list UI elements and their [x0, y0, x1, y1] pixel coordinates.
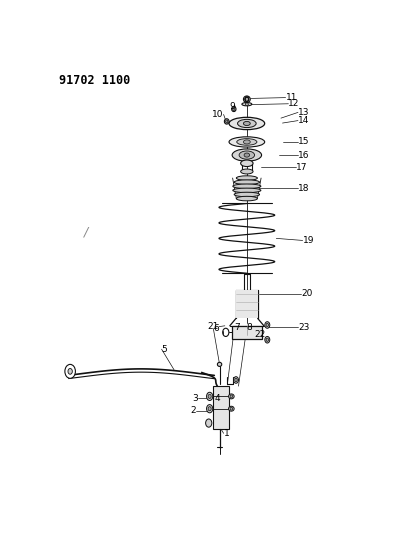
Ellipse shape [233, 184, 261, 189]
Ellipse shape [237, 139, 257, 145]
Bar [232, 326, 262, 339]
Text: 7: 7 [234, 323, 240, 332]
Text: /: / [84, 226, 88, 239]
Text: 3: 3 [192, 394, 198, 403]
Ellipse shape [244, 140, 250, 144]
Text: 21: 21 [208, 322, 219, 331]
Ellipse shape [226, 120, 228, 123]
Circle shape [208, 407, 211, 411]
Text: 9: 9 [230, 102, 235, 111]
Text: 15: 15 [298, 138, 310, 147]
Circle shape [223, 328, 229, 336]
Ellipse shape [229, 117, 265, 130]
Bar [236, 290, 258, 318]
Text: 19: 19 [303, 236, 314, 245]
Ellipse shape [245, 97, 249, 101]
Text: 11: 11 [286, 93, 297, 102]
Text: 10: 10 [212, 110, 224, 119]
Ellipse shape [234, 180, 260, 184]
Text: 16: 16 [298, 150, 310, 159]
Ellipse shape [234, 192, 260, 197]
Ellipse shape [228, 406, 234, 411]
Circle shape [266, 338, 268, 342]
Circle shape [235, 378, 237, 382]
Text: 14: 14 [298, 116, 309, 125]
Text: 23: 23 [298, 323, 309, 332]
Text: 22: 22 [255, 330, 266, 340]
Ellipse shape [236, 176, 257, 180]
Circle shape [265, 336, 270, 343]
Ellipse shape [233, 108, 235, 110]
Ellipse shape [232, 149, 262, 161]
Ellipse shape [239, 151, 255, 159]
Text: 6: 6 [213, 324, 219, 333]
Text: 8: 8 [247, 323, 253, 332]
Circle shape [68, 368, 72, 374]
Ellipse shape [242, 102, 252, 106]
Bar [213, 386, 229, 429]
Ellipse shape [218, 362, 222, 366]
Text: 13: 13 [298, 108, 310, 117]
Ellipse shape [233, 188, 261, 192]
Ellipse shape [236, 196, 257, 201]
Text: 18: 18 [298, 184, 310, 193]
Circle shape [265, 322, 270, 328]
Ellipse shape [245, 103, 248, 106]
Text: 5: 5 [162, 345, 167, 354]
Circle shape [266, 324, 268, 327]
Ellipse shape [224, 119, 229, 124]
Text: 12: 12 [288, 99, 300, 108]
Text: 4: 4 [214, 394, 220, 403]
Ellipse shape [229, 137, 265, 147]
Text: 20: 20 [301, 289, 312, 298]
Ellipse shape [230, 395, 232, 398]
Ellipse shape [244, 153, 250, 157]
Ellipse shape [241, 169, 253, 174]
Text: 91702 1100: 91702 1100 [59, 74, 130, 87]
Circle shape [208, 394, 211, 399]
Ellipse shape [232, 107, 236, 111]
Text: 2: 2 [190, 406, 196, 415]
Ellipse shape [230, 407, 232, 410]
Ellipse shape [228, 394, 234, 399]
Circle shape [65, 365, 76, 378]
Circle shape [234, 377, 238, 383]
Ellipse shape [244, 122, 250, 126]
Text: 17: 17 [296, 163, 307, 172]
Circle shape [206, 392, 213, 400]
Ellipse shape [238, 119, 256, 127]
Circle shape [206, 405, 213, 413]
Text: 1: 1 [224, 429, 229, 438]
Ellipse shape [244, 96, 250, 102]
Ellipse shape [241, 160, 253, 166]
Circle shape [206, 419, 212, 427]
